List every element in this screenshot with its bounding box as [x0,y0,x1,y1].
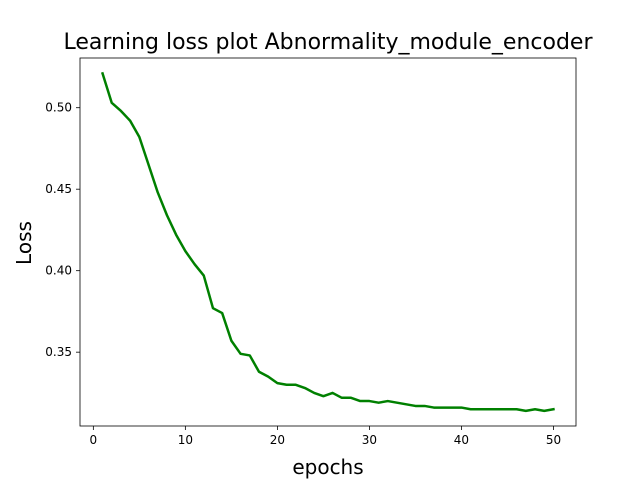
axes-frame [79,57,577,427]
y-tick-label: 0.35 [45,345,72,359]
x-tick-label: 40 [454,433,469,447]
x-tick-label: 20 [270,433,285,447]
y-axis-label: Loss [12,221,36,265]
x-tick-label: 0 [90,433,98,447]
x-tick-label: 50 [546,433,561,447]
x-axis-label: epochs [292,455,363,479]
y-tick-label: 0.45 [45,182,72,196]
y-tick-label: 0.40 [45,264,72,278]
x-tick-label: 30 [362,433,377,447]
plot-area: 0 10 20 30 40 50 0.35 0.40 0.45 0.50 [45,57,577,447]
chart-title: Learning loss plot Abnormality_module_en… [63,30,593,55]
series-line-0 [100,71,555,413]
y-tick-label: 0.50 [45,101,72,115]
x-tick-label: 10 [178,433,193,447]
